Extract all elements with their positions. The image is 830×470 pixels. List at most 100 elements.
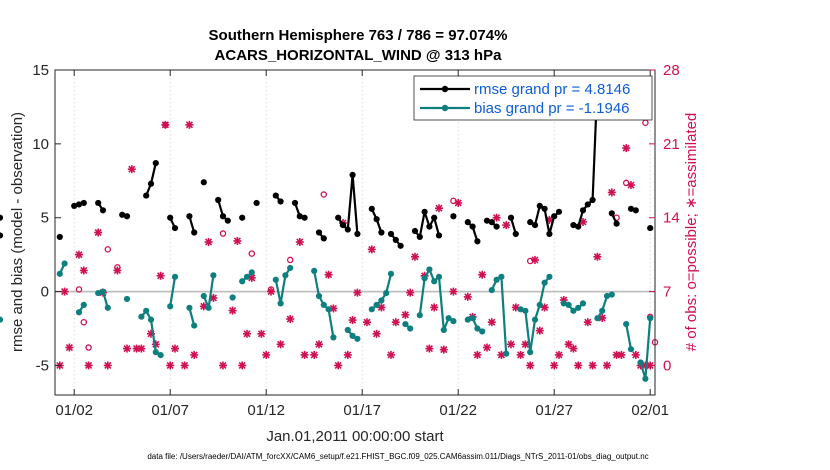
bias-point	[123, 295, 131, 303]
obs-assimilated-marker	[276, 340, 285, 349]
rmse-point	[627, 205, 635, 212]
obs-assimilated-marker	[449, 287, 458, 296]
rmse-point	[555, 208, 563, 215]
legend-bias-label: bias grand pr = -1.1946	[474, 100, 630, 117]
obs-assimilated-marker	[526, 361, 535, 370]
rmse-point	[507, 214, 515, 221]
y-tick-label-left: 10	[32, 136, 49, 153]
bias-line-segment	[169, 276, 177, 307]
asterisk-stroke	[157, 272, 165, 280]
bias-point	[229, 294, 236, 301]
rmse-point	[224, 217, 231, 224]
obs-assimilated-marker	[363, 318, 371, 327]
rmse-point	[589, 196, 596, 204]
rmse-point	[431, 214, 438, 221]
asterisk-stroke	[325, 271, 333, 279]
asterisk-stroke	[569, 345, 577, 353]
bias-point	[383, 289, 390, 297]
rmse-point	[272, 192, 279, 199]
bias-point	[320, 301, 327, 308]
rmse-point	[608, 210, 615, 217]
rmse-point	[315, 229, 323, 236]
obs-possible-marker	[75, 286, 83, 293]
rmse-point	[464, 219, 471, 226]
rmse-point	[354, 230, 361, 238]
rmse-point	[147, 180, 155, 187]
asterisk-stroke	[209, 294, 217, 302]
obs-assimilated-marker	[603, 361, 611, 370]
asterisk-stroke	[521, 340, 529, 348]
obs-assimilated-marker	[315, 340, 323, 349]
obs-assimilated-marker	[79, 266, 88, 275]
obs-assimilated-marker	[478, 270, 487, 279]
bias-point	[75, 309, 83, 316]
obs-assimilated-marker	[348, 316, 357, 325]
rmse-point	[469, 223, 476, 230]
obs-assimilated-marker	[257, 329, 266, 338]
asterisk-stroke	[574, 361, 582, 370]
obs-assimilated-marker	[75, 250, 83, 259]
asterisk-stroke	[85, 361, 93, 370]
rmse-point	[474, 238, 481, 245]
bias-line-segment	[625, 323, 633, 350]
bias-point	[623, 320, 630, 328]
bias-point	[354, 335, 361, 342]
rmse-point	[171, 224, 179, 232]
asterisk-stroke	[373, 330, 381, 338]
asterisk-stroke	[507, 340, 515, 348]
obs-assimilated-marker	[204, 237, 213, 246]
y-tick-label-left: 5	[41, 210, 49, 227]
asterisk-stroke	[593, 253, 601, 261]
bias-point	[138, 313, 145, 320]
obs-assimilated-marker	[463, 292, 472, 301]
bias-point	[330, 334, 337, 341]
rmse-point	[546, 230, 553, 238]
series-lines	[0, 80, 654, 382]
obs-assimilated-marker	[84, 361, 93, 370]
obs-assimilated-marker	[180, 361, 189, 370]
rmse-point	[152, 159, 159, 167]
bias-point	[407, 325, 414, 332]
asterisk-stroke	[334, 361, 342, 370]
obs-assimilated-marker	[531, 255, 539, 264]
rmse-point	[239, 214, 246, 221]
rmse-line-segment	[145, 162, 157, 196]
plot-frame	[54, 69, 656, 396]
asterisk-stroke	[94, 228, 102, 237]
bias-point	[287, 264, 294, 272]
obs-assimilated-marker	[473, 350, 482, 359]
bias-point	[0, 316, 4, 323]
asterisk-stroke	[430, 303, 438, 311]
asterisk-stroke	[449, 288, 457, 296]
bias-point	[416, 312, 423, 319]
rmse-point	[186, 213, 193, 220]
rmse-point	[570, 222, 577, 229]
asterisk-stroke	[344, 351, 352, 359]
asterisk-stroke	[536, 327, 544, 335]
rmse-point	[392, 236, 399, 243]
asterisk-stroke	[512, 303, 520, 311]
rmse-point	[378, 229, 385, 236]
asterisk-stroke	[483, 343, 491, 352]
bias-point	[210, 272, 217, 279]
bias-point	[387, 270, 395, 277]
bias-point	[603, 292, 611, 300]
obs-assimilated-marker	[593, 252, 602, 261]
bias-point	[541, 279, 548, 286]
asterisk-stroke	[541, 303, 549, 311]
obs-assimilated-marker	[574, 361, 583, 370]
obs-assimilated-marker	[555, 350, 563, 359]
bias-point	[431, 278, 438, 285]
legend: rmse grand pr = 4.8146 bias grand pr = -…	[413, 75, 653, 121]
y-tick-label-left: 15	[32, 62, 49, 79]
obs-assimilated-marker	[483, 343, 491, 352]
asterisk-stroke	[185, 121, 193, 129]
obs-assimilated-marker	[521, 340, 530, 349]
obs-possible-marker	[526, 257, 534, 265]
bias-point	[171, 273, 179, 280]
obs-assimilated-marker	[535, 326, 544, 335]
asterisk-stroke	[488, 318, 496, 326]
bias-point	[469, 315, 476, 322]
asterisk-stroke	[349, 316, 357, 324]
rmse-point	[75, 201, 83, 208]
